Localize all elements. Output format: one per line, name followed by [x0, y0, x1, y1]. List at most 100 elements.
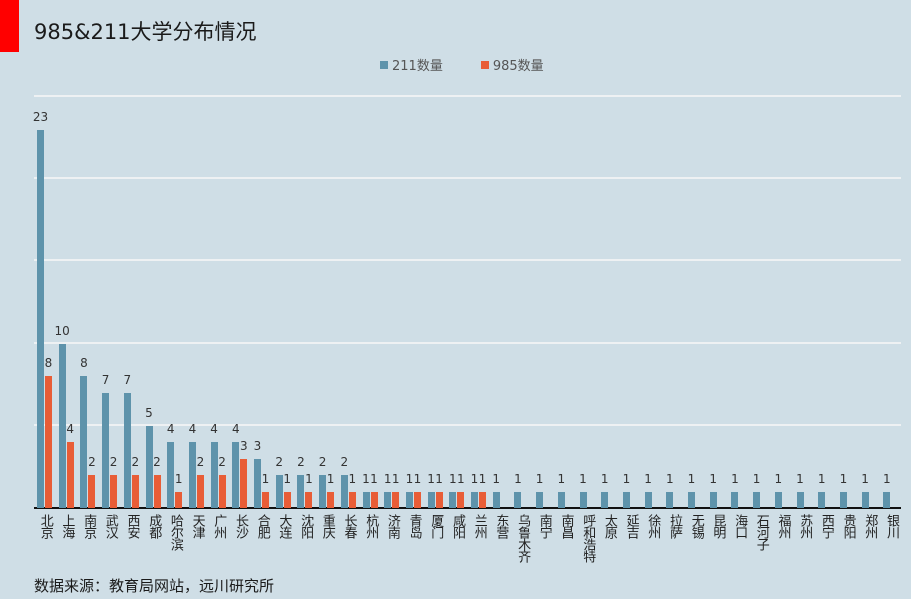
x-tick-label: 哈尔滨	[167, 514, 183, 550]
x-tick-label: 乌鲁木齐	[515, 514, 531, 562]
bar-211	[731, 491, 739, 508]
value-label: 1	[839, 471, 848, 486]
bar-211	[753, 491, 761, 508]
bar-211	[427, 491, 435, 508]
x-tick-label: 长沙	[232, 514, 248, 538]
x-tick-label: 青岛	[406, 514, 422, 538]
gridline	[34, 341, 901, 344]
value-label: 1	[456, 471, 465, 486]
value-label: 1	[478, 471, 487, 486]
x-tick-label: 西宁	[818, 514, 834, 538]
value-label: 1	[687, 471, 696, 486]
bar-985	[305, 491, 313, 508]
value-label: 1	[283, 471, 292, 486]
value-label: 1	[427, 471, 435, 486]
x-tick-label: 西安	[124, 514, 140, 538]
bar-985	[88, 475, 96, 508]
value-label: 7	[123, 372, 132, 387]
bar-group: 1	[837, 97, 859, 508]
bar-211	[666, 491, 674, 508]
legend: 211数量 985数量	[380, 55, 544, 74]
x-tick-label: 大连	[276, 514, 292, 538]
bar-group: 1	[490, 97, 512, 508]
bar-group: 1	[598, 97, 620, 508]
value-label: 1	[305, 471, 313, 486]
value-label: 1	[383, 471, 392, 486]
bar-211	[861, 491, 869, 508]
bar-985	[435, 491, 443, 508]
bar-211	[774, 491, 782, 508]
value-label: 10	[54, 323, 70, 338]
value-label: 2	[196, 455, 205, 470]
bar-211	[883, 491, 891, 508]
x-tick-label: 徐州	[645, 514, 661, 538]
bar-211	[102, 392, 110, 508]
value-label: 1	[326, 471, 335, 486]
value-label: 2	[88, 455, 96, 470]
bar-group: 1	[859, 97, 881, 508]
value-label: 23	[32, 109, 49, 124]
bar-211	[319, 475, 327, 508]
bar-211	[601, 491, 609, 508]
value-label: 1	[261, 471, 270, 486]
bar-group: 1	[815, 97, 837, 508]
x-tick-label: 重庆	[319, 514, 335, 538]
value-label: 2	[153, 455, 161, 470]
bar-211	[384, 491, 392, 508]
value-label: 1	[514, 471, 522, 486]
value-label: 1	[391, 471, 400, 486]
value-label: 1	[644, 471, 652, 486]
bar-985	[153, 475, 161, 508]
x-tick-label: 昆明	[710, 514, 726, 538]
bar-211	[80, 376, 88, 508]
bar-group: 1	[707, 97, 729, 508]
value-label: 3	[239, 438, 248, 453]
bar-group: 1	[642, 97, 664, 508]
value-label: 5	[145, 405, 153, 420]
chart-title: 985&211大学分布情况	[34, 20, 257, 44]
value-label: 1	[882, 471, 891, 486]
legend-label-211: 211数量	[392, 59, 443, 74]
bar-985	[196, 475, 204, 508]
legend-swatch-985	[480, 60, 489, 69]
value-label: 4	[166, 422, 175, 437]
x-tick-label: 延吉	[623, 514, 639, 538]
value-label: 7	[101, 372, 110, 387]
x-tick-label: 兰州	[471, 514, 487, 538]
x-tick-label: 银川	[883, 514, 899, 538]
title-accent-bar	[0, 0, 19, 52]
gridline	[34, 259, 901, 262]
bar-985	[175, 491, 183, 508]
value-label: 1	[600, 471, 609, 486]
bar-211	[37, 129, 44, 508]
value-label: 4	[231, 422, 240, 437]
legend-item-211: 211数量	[380, 55, 443, 74]
bar-group: 1	[511, 97, 533, 508]
bar-group: 1	[685, 97, 707, 508]
bar-211	[449, 491, 457, 508]
value-label: 2	[218, 455, 226, 470]
gridline	[34, 423, 901, 426]
value-label: 1	[665, 471, 674, 486]
x-tick-label: 天津	[189, 514, 205, 538]
legend-label-985: 985数量	[492, 59, 544, 74]
bar-985	[110, 475, 118, 508]
bar-211	[405, 491, 413, 508]
value-label: 8	[80, 356, 88, 371]
value-label: 1	[579, 471, 587, 486]
value-label: 1	[492, 471, 501, 486]
bar-211	[210, 442, 218, 508]
value-label: 4	[210, 422, 218, 437]
x-tick-label: 福州	[775, 514, 791, 538]
bar-985	[392, 491, 400, 508]
value-label: 8	[44, 356, 53, 371]
